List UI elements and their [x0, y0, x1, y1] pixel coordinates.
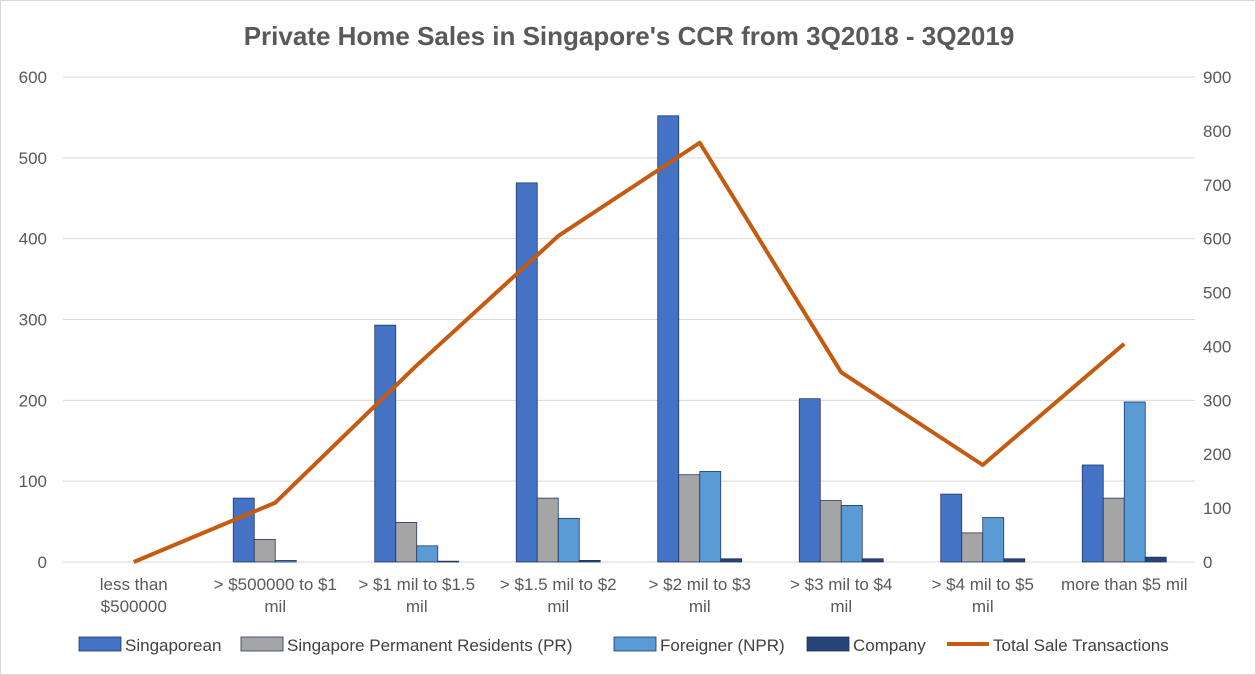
- left-tick-label: 100: [19, 472, 47, 491]
- legend-label: Foreigner (NPR): [660, 636, 785, 655]
- right-tick-label: 200: [1203, 445, 1231, 464]
- category-label: > $1.5 mil to $2: [500, 575, 617, 594]
- category-label: > $4 mil to $5: [931, 575, 1034, 594]
- left-tick-label: 600: [19, 68, 47, 87]
- bar-singapore-permanent-residents-pr: [536, 497, 559, 563]
- right-tick-label: 300: [1203, 391, 1231, 410]
- legend-label: Company: [853, 636, 926, 655]
- bar-singaporean: [232, 497, 255, 563]
- bar-company: [720, 558, 743, 563]
- legend-swatch: [613, 636, 657, 652]
- category-label: > $2 mil to $3: [648, 575, 751, 594]
- category-labels: less than $500000 > $500000 to $1 mil > $1 m…: [100, 575, 1188, 616]
- category-label: more than $5 mil: [1061, 575, 1188, 594]
- bar-singapore-permanent-residents-pr: [395, 521, 418, 563]
- legend-swatch: [806, 636, 850, 652]
- right-tick-label: 700: [1203, 176, 1231, 195]
- bars: [232, 115, 1167, 563]
- category-label: mil: [547, 597, 569, 616]
- right-tick-label: 600: [1203, 230, 1231, 249]
- total-line: [132, 140, 1126, 564]
- bar-singaporean: [515, 182, 538, 563]
- left-tick-label: 0: [38, 553, 47, 572]
- legend-label: Total Sale Transactions: [993, 636, 1169, 655]
- bar-singaporean: [940, 493, 963, 563]
- category-label: mil: [689, 597, 711, 616]
- bar-singapore-permanent-residents-pr: [678, 474, 701, 563]
- legend-swatch: [240, 636, 284, 652]
- bar-foreigner-npr: [274, 559, 297, 563]
- left-tick-label: 400: [19, 230, 47, 249]
- category-label: mil: [264, 597, 286, 616]
- right-tick-label: 900: [1203, 68, 1231, 87]
- bar-singaporean: [374, 324, 397, 563]
- left-tick-label: 300: [19, 311, 47, 330]
- gridlines: [63, 76, 1195, 563]
- left-y-axis: 0 100 200 300 400 500 600: [19, 68, 47, 572]
- bar-singapore-permanent-residents-pr: [961, 532, 984, 563]
- legend-label: Singaporean: [125, 636, 221, 655]
- legend-label: Singapore Permanent Residents (PR): [287, 636, 572, 655]
- bar-foreigner-npr: [557, 517, 580, 563]
- legend: Singaporean Singapore Permanent Residents…: [78, 636, 1169, 655]
- bar-foreigner-npr: [699, 471, 722, 563]
- legend-swatch: [78, 636, 122, 652]
- bar-foreigner-npr: [840, 505, 863, 563]
- bar-company: [437, 560, 460, 563]
- bar-company: [1144, 556, 1167, 563]
- bar-singaporean: [798, 398, 821, 563]
- bar-company: [1003, 558, 1026, 563]
- category-label: > $500000 to $1: [214, 575, 337, 594]
- bar-singaporean: [1081, 464, 1104, 563]
- category-label: > $3 mil to $4: [790, 575, 893, 594]
- left-tick-label: 500: [19, 149, 47, 168]
- chart-title: Private Home Sales in Singapore's CCR fr…: [244, 21, 1015, 51]
- bar-singapore-permanent-residents-pr: [1102, 497, 1125, 563]
- category-label: mil: [972, 597, 994, 616]
- category-label: mil: [830, 597, 852, 616]
- category-label: $500000: [101, 597, 167, 616]
- left-tick-label: 200: [19, 391, 47, 410]
- right-y-axis: 0 100 200 300 400 500 600 700 800 900: [1203, 68, 1231, 572]
- bar-singapore-permanent-residents-pr: [819, 500, 842, 563]
- total-sale-transactions-line: [132, 140, 1126, 564]
- bar-singapore-permanent-residents-pr: [253, 538, 276, 563]
- right-tick-label: 800: [1203, 122, 1231, 141]
- right-tick-label: 100: [1203, 499, 1231, 518]
- bar-foreigner-npr: [1123, 401, 1146, 563]
- right-tick-label: 0: [1203, 553, 1212, 572]
- right-tick-label: 400: [1203, 337, 1231, 356]
- bar-foreigner-npr: [416, 545, 439, 563]
- bar-company: [861, 558, 884, 563]
- category-label: less than: [100, 575, 168, 594]
- bar-foreigner-npr: [982, 517, 1005, 563]
- bar-singaporean: [657, 115, 680, 563]
- bar-company: [578, 559, 601, 563]
- category-label: > $1 mil to $1.5: [358, 575, 475, 594]
- category-label: mil: [406, 597, 428, 616]
- right-tick-label: 500: [1203, 284, 1231, 303]
